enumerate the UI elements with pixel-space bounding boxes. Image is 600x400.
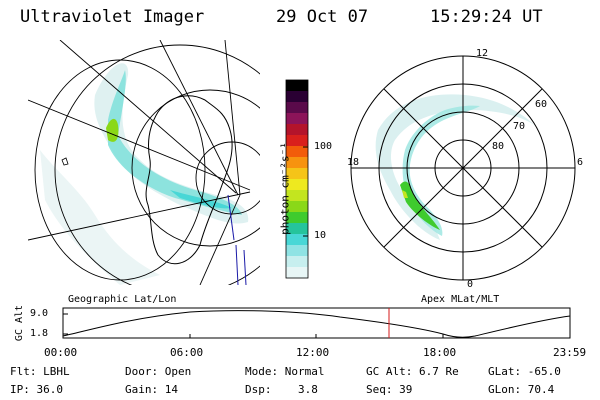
colorbar-segment [286,256,308,268]
geographic-label: Geographic Lat/Lon [68,294,177,305]
colorbar-segment [286,113,308,125]
lat-label-70: 70 [513,121,526,132]
altitude-plot [62,307,571,339]
altitude-curve [62,310,571,338]
info-glon: GLon: 70.4 [488,383,555,396]
aurora-band-core [170,190,232,209]
colorbar-tick-10: 10 [314,230,327,241]
xtick-12-00: 12:00 [296,346,330,359]
date-label: 29 Oct 07 [276,7,369,27]
polar-plot [350,55,576,281]
time-label: 15:29:24 UT [430,7,543,27]
xtick-00-00: 00:00 [44,346,78,359]
colorbar-segment [286,267,308,279]
colorbar-segment [286,212,308,224]
colorbar-segment [286,124,308,136]
info-dsp: Dsp: 3.8 [245,383,318,396]
mlt-label-0: 0 [467,279,474,290]
colorbar-segment [286,179,308,191]
altitude-ytick-9: 9.0 [30,308,49,319]
mlt-label-12: 12 [476,48,489,59]
colorbar-segment [286,102,308,114]
info-ip: IP: 36.0 [10,383,63,396]
colorbar-segment [286,135,308,147]
colorbar-segment [286,146,308,158]
colorbar-segment [286,157,308,169]
colorbar-segment [286,245,308,257]
colorbar-segment [286,234,308,246]
colorbar-tick-100: 100 [314,141,333,152]
info-glat: GLat: -65.0 [488,365,561,378]
lat-label-80: 80 [492,141,505,152]
xtick-23-59: 23:59 [553,346,587,359]
mlt-label-18: 18 [347,157,360,168]
colorbar-segment [286,91,308,103]
colorbar-segment [286,223,308,235]
aurora-bright-spot [106,118,119,142]
colorbar-segment [286,80,308,92]
apex-label: Apex MLat/MLT [421,294,500,305]
colorbar-segment [286,168,308,180]
instrument-title: Ultraviolet Imager [20,7,205,27]
colorbar-unit-label: photon cm⁻²s⁻¹ [278,142,292,235]
info-mode: Mode: Normal [245,365,325,378]
colorbar [286,80,308,279]
altitude-ytick-1-8: 1.8 [30,328,49,339]
antarctica-coastline [145,95,233,265]
info-gc-alt: GC Alt: 6.7 Re [366,365,459,378]
info-flt: Flt: LBHL [10,365,70,378]
aurora-band [108,70,242,215]
aurora-diffuse-lower [40,150,160,285]
lat-label-60: 60 [535,99,548,110]
xtick-06-00: 06:00 [170,346,204,359]
info-gain: Gain: 14 [125,383,178,396]
geographic-map [28,40,260,285]
colorbar-segment [286,190,308,202]
mlt-label-6: 6 [577,157,584,168]
colorbar-segment [286,201,308,213]
altitude-ylabel: GC Alt [14,304,25,342]
info-door: Door: Open [125,365,192,378]
xtick-18-00: 18:00 [423,346,457,359]
info-seq: Seq: 39 [366,383,413,396]
